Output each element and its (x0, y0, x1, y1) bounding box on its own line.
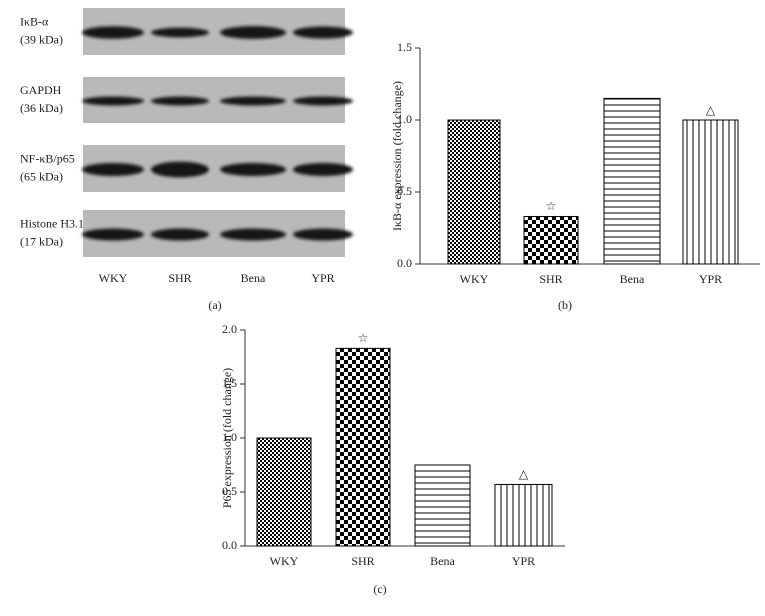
blot-band (220, 163, 286, 176)
blot-band (293, 163, 353, 176)
blot-band (151, 161, 209, 178)
significance-marker: △ (519, 467, 529, 481)
blot-band (220, 228, 286, 241)
x-tick-label: WKY (270, 554, 299, 568)
bar (335, 347, 391, 547)
x-tick-label: YPR (512, 554, 535, 568)
blot-band (220, 26, 286, 39)
panel-label: (c) (373, 582, 386, 596)
y-tick-label: 1.0 (222, 430, 237, 444)
y-axis-label: IκB-α expression (fold change) (390, 81, 404, 231)
lane-label: YPR (311, 271, 334, 285)
blot-band (293, 228, 353, 241)
bar-chart: 0.0 0.5 1.0 1.5 2.0 P65 expression (fold chan… (220, 322, 565, 596)
x-tick-label: SHR (539, 272, 562, 286)
bar (523, 215, 579, 265)
y-tick-label: 1.5 (397, 40, 412, 54)
western-blot: IκB-α (39 kDa) GAPDH (36 kDa) NF-κB/p65 (65 k… (20, 8, 353, 312)
blot-band (151, 96, 209, 106)
blot-band (82, 96, 144, 106)
charts: 0.0 0.5 1.0 1.5 IκB-α expression (fold chang… (220, 40, 760, 596)
bar-chart: 0.0 0.5 1.0 1.5 IκB-α expression (fold chang… (390, 40, 760, 312)
row-label: GAPDH (20, 83, 62, 97)
blot-band (293, 96, 353, 106)
blot-band (82, 163, 144, 176)
y-tick-label: 0.0 (397, 256, 412, 270)
panel-label: (a) (208, 298, 221, 312)
bar (256, 437, 312, 547)
blot-band (293, 26, 353, 39)
bar (494, 483, 553, 547)
bar (603, 97, 661, 265)
row-weight: (65 kDa) (20, 169, 63, 183)
row-weight: (36 kDa) (20, 101, 63, 115)
bar (414, 464, 471, 547)
blot-band (82, 26, 144, 39)
row-weight: (39 kDa) (20, 32, 63, 46)
blot-band (82, 228, 144, 241)
x-tick-label: Bena (430, 554, 455, 568)
lane-label: WKY (99, 271, 128, 285)
y-tick-label: 0.0 (222, 538, 237, 552)
significance-marker: △ (706, 103, 716, 117)
y-axis-label: P65 expression (fold change) (220, 368, 234, 508)
x-tick-label: YPR (699, 272, 722, 286)
y-tick-label: 1.5 (222, 376, 237, 390)
panel-label: (b) (558, 298, 572, 312)
row-label: NF-κB/p65 (20, 151, 75, 165)
row-weight: (17 kDa) (20, 234, 63, 248)
significance-marker: ☆ (546, 199, 557, 213)
blot-band (151, 27, 209, 38)
blot-band (220, 96, 286, 106)
bar (447, 119, 501, 265)
row-label: Histone H3.1 (20, 216, 84, 230)
blot-band (151, 228, 209, 241)
y-tick-label: 2.0 (222, 322, 237, 336)
row-label: IκB-α (20, 14, 49, 28)
x-tick-label: WKY (460, 272, 489, 286)
lane-label: Bena (241, 271, 266, 285)
x-tick-label: Bena (620, 272, 645, 286)
y-tick-label: 1.0 (397, 112, 412, 126)
x-tick-label: SHR (351, 554, 374, 568)
lane-label: SHR (168, 271, 191, 285)
y-tick-label: 0.5 (222, 484, 237, 498)
y-tick-label: 0.5 (397, 184, 412, 198)
significance-marker: ☆ (358, 331, 369, 345)
bar (682, 119, 739, 265)
